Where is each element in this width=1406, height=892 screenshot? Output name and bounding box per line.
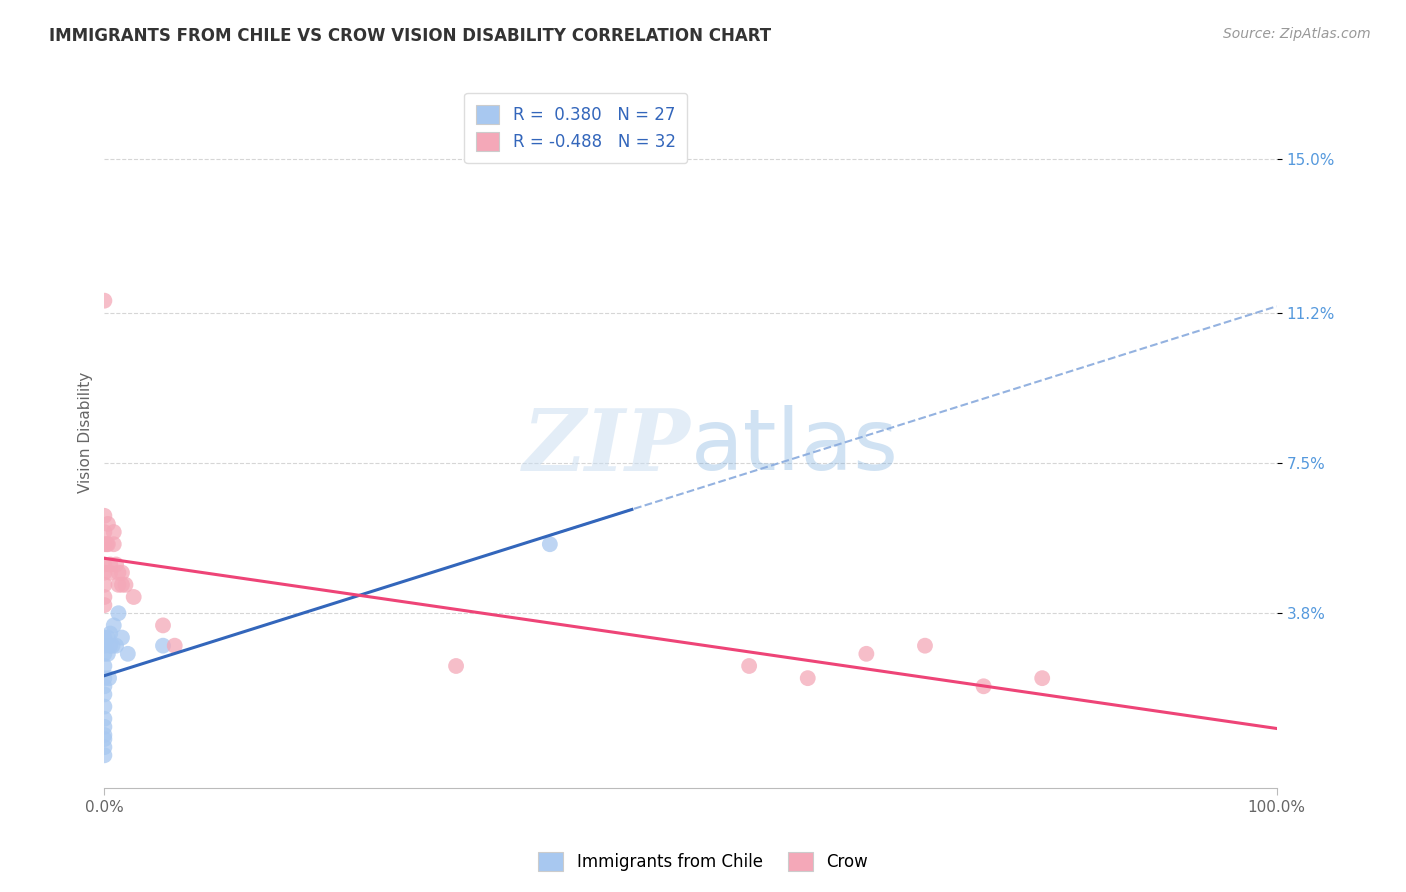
Point [105, 558, 128, 572]
Point [93, 679, 115, 693]
Point [96, 537, 118, 551]
Point [107, 578, 129, 592]
Point [97, 631, 120, 645]
Point [122, 590, 145, 604]
Point [97, 537, 120, 551]
Point [101, 639, 124, 653]
Point [93, 671, 115, 685]
Point [111, 566, 134, 580]
Point [93, 590, 115, 604]
Point [738, 659, 761, 673]
Point [98, 671, 121, 685]
Point [93, 720, 115, 734]
Point [98, 566, 121, 580]
Point [152, 618, 174, 632]
Point [103, 524, 125, 539]
Point [93, 728, 115, 742]
Point [105, 639, 128, 653]
Point [93, 699, 115, 714]
Point [93, 740, 115, 755]
Point [163, 639, 186, 653]
Point [93, 524, 115, 539]
Point [973, 679, 995, 693]
Point [93, 631, 115, 645]
Point [103, 618, 125, 632]
Point [98, 558, 121, 572]
Point [538, 537, 561, 551]
Text: IMMIGRANTS FROM CHILE VS CROW VISION DISABILITY CORRELATION CHART: IMMIGRANTS FROM CHILE VS CROW VISION DIS… [49, 27, 772, 45]
Point [97, 647, 120, 661]
Legend: R =  0.380   N = 27, R = -0.488   N = 32: R = 0.380 N = 27, R = -0.488 N = 32 [464, 93, 688, 163]
Point [111, 631, 134, 645]
Point [93, 639, 115, 653]
Text: atlas: atlas [690, 405, 898, 488]
Point [93, 558, 115, 572]
Point [93, 508, 115, 523]
Point [98, 639, 121, 653]
Legend: Immigrants from Chile, Crow: Immigrants from Chile, Crow [530, 843, 876, 880]
Point [914, 639, 936, 653]
Point [855, 647, 877, 661]
Point [93, 732, 115, 747]
Point [117, 647, 139, 661]
Point [93, 687, 115, 701]
Point [93, 293, 115, 308]
Point [152, 639, 174, 653]
Point [93, 748, 115, 763]
Point [107, 606, 129, 620]
Text: Source: ZipAtlas.com: Source: ZipAtlas.com [1223, 27, 1371, 41]
Point [107, 566, 129, 580]
Point [1031, 671, 1053, 685]
Point [93, 659, 115, 673]
Point [103, 537, 125, 551]
Point [98, 626, 121, 640]
Point [797, 671, 820, 685]
Point [93, 537, 115, 551]
Y-axis label: Vision Disability: Vision Disability [79, 372, 93, 493]
Point [93, 566, 115, 580]
Point [111, 578, 134, 592]
Text: ZIP: ZIP [523, 405, 690, 489]
Point [114, 578, 136, 592]
Point [93, 598, 115, 612]
Point [93, 647, 115, 661]
Point [93, 578, 115, 592]
Point [93, 712, 115, 726]
Point [444, 659, 467, 673]
Point [97, 516, 120, 531]
